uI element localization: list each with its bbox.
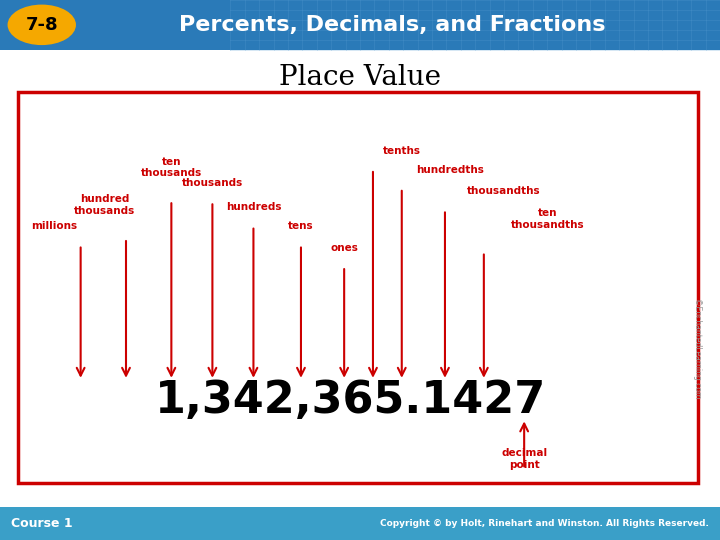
Text: ones: ones bbox=[330, 243, 358, 253]
Text: millions: millions bbox=[31, 221, 77, 232]
Text: Place Value: Place Value bbox=[279, 64, 441, 91]
Text: decimal
point: decimal point bbox=[501, 448, 547, 470]
Text: hundred
thousands: hundred thousands bbox=[73, 194, 135, 216]
Text: thousandths: thousandths bbox=[467, 186, 541, 197]
Text: ©EnchantedLearning.com: ©EnchantedLearning.com bbox=[693, 299, 701, 400]
Ellipse shape bbox=[8, 5, 76, 45]
Text: hundreds: hundreds bbox=[225, 202, 282, 213]
Text: ten
thousands: ten thousands bbox=[140, 157, 202, 178]
Text: tenths: tenths bbox=[383, 146, 420, 156]
Text: ten
thousandths: ten thousandths bbox=[510, 208, 584, 230]
Text: thousands: thousands bbox=[181, 178, 243, 188]
Bar bbox=[0, 0, 720, 50]
Bar bbox=[0, 507, 720, 540]
Text: 1,342,365.1427: 1,342,365.1427 bbox=[155, 379, 546, 422]
Text: 7-8: 7-8 bbox=[25, 16, 58, 34]
Text: tens: tens bbox=[288, 221, 314, 232]
Text: Percents, Decimals, and Fractions: Percents, Decimals, and Fractions bbox=[179, 15, 606, 35]
Text: Copyright © by Holt, Rinehart and Winston. All Rights Reserved.: Copyright © by Holt, Rinehart and Winsto… bbox=[380, 519, 709, 528]
Text: hundredths: hundredths bbox=[416, 165, 484, 175]
Bar bbox=[18, 92, 698, 483]
Text: Course 1: Course 1 bbox=[11, 517, 73, 530]
